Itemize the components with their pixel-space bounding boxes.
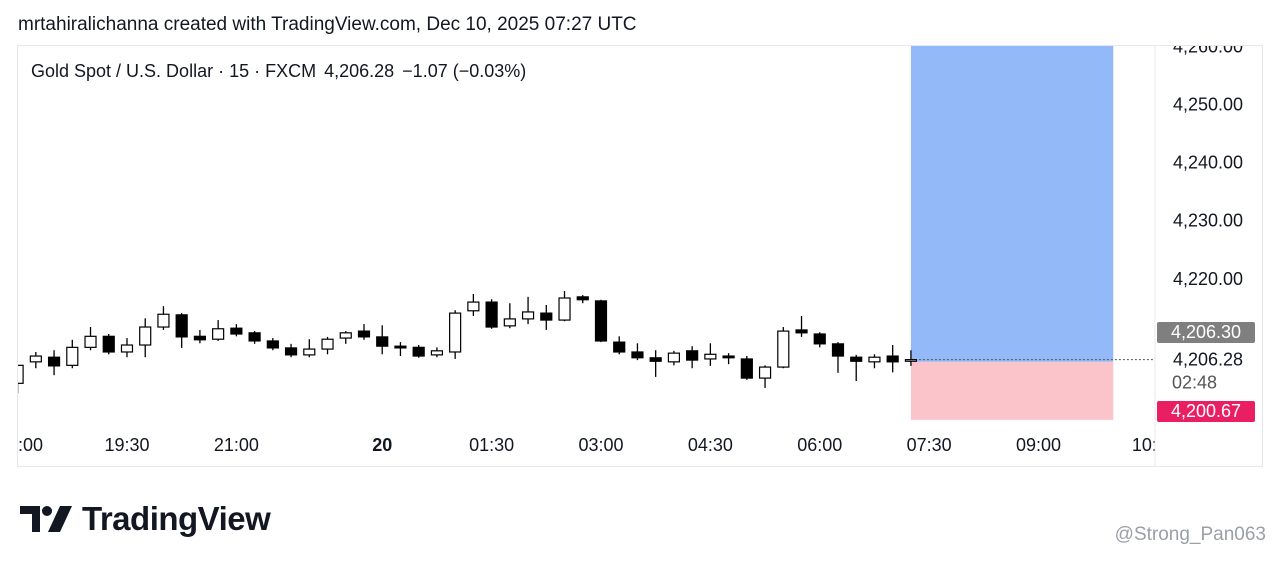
- price-badge: 4,200.67: [1157, 401, 1255, 422]
- candle-body: [339, 332, 352, 339]
- candle-body: [904, 359, 918, 362]
- candle-body: [66, 346, 79, 366]
- candle-body: [120, 344, 134, 353]
- candle-body: [139, 326, 152, 346]
- y-axis: 4,260.00 4,250.00 4,240.00 4,230.00 4,220.00: [1173, 37, 1243, 289]
- candle-body: [503, 318, 516, 327]
- candle-body: [357, 330, 371, 338]
- x-tick-label: 01:30: [469, 435, 514, 455]
- chart-frame: [17, 45, 1263, 467]
- footer-logo: TradingView: [20, 500, 271, 538]
- candle-body: [831, 343, 845, 357]
- candle-body: [47, 356, 61, 367]
- pane: [18, 46, 1155, 420]
- candle-body: [266, 340, 279, 349]
- candle-body: [157, 313, 170, 328]
- candle-body: [795, 329, 808, 334]
- candle-body: [485, 301, 498, 328]
- candle-body: [175, 314, 188, 338]
- candle-body: [29, 355, 42, 363]
- candle-body: [212, 328, 225, 340]
- watermark: @Strong_Pan063: [1114, 524, 1266, 545]
- candle-body: [193, 335, 207, 341]
- candle-body: [722, 355, 735, 359]
- y-tick-label: 4,220.00: [1173, 269, 1243, 289]
- candle-body: [412, 346, 425, 357]
- legend: Gold Spot / U.S. Dollar · 15 · FXCM 4,206…: [31, 61, 534, 82]
- candle-body: [667, 352, 681, 363]
- candle-body: [430, 350, 444, 356]
- candle-body: [521, 311, 535, 320]
- candle-body: [649, 357, 662, 362]
- x-tick-label: 09:00: [1016, 435, 1061, 455]
- countdown: 02:48: [1172, 372, 1217, 392]
- x-tick-label: 21:00: [214, 435, 259, 455]
- candle-body: [576, 296, 589, 301]
- candle-body: [686, 350, 699, 361]
- legend-price: 4,206.28: [324, 61, 395, 81]
- candle-body: [248, 332, 261, 342]
- candle-body: [777, 330, 790, 368]
- candle-body: [758, 366, 772, 379]
- candle-body: [813, 333, 826, 345]
- candle-body: [18, 364, 24, 384]
- symbol: Gold Spot / U.S. Dollar · 15 · FXCM: [31, 61, 317, 81]
- logo-text: TradingView: [82, 500, 271, 537]
- candle-body: [321, 338, 334, 350]
- x-tick-label: 04:30: [688, 435, 733, 455]
- target-zone: [910, 46, 1114, 362]
- price-badge: 4,206.30: [1157, 322, 1255, 343]
- candle-body: [740, 358, 753, 379]
- x-tick-label: 07:30: [907, 435, 952, 455]
- y-tick-label: 4,240.00: [1173, 153, 1243, 173]
- candle-body: [850, 356, 863, 362]
- candle-body: [84, 335, 97, 348]
- candle-body: [613, 341, 626, 353]
- candle-body: [376, 336, 389, 347]
- legend-change: −1.07 (−0.03%): [402, 61, 527, 81]
- x-tick-label: 03:00: [578, 435, 623, 455]
- candle-body: [594, 300, 608, 342]
- candle-body: [704, 353, 717, 360]
- x-tick-label: 10:3: [1132, 435, 1167, 455]
- y-tick-label: 4,230.00: [1173, 211, 1243, 231]
- candle-body: [540, 312, 553, 321]
- x-tick-label: 19:30: [104, 435, 149, 455]
- candle-body: [467, 301, 480, 312]
- last-price-label: 4,206.28: [1173, 349, 1243, 369]
- candle-body: [558, 297, 571, 321]
- y-tick-label: 4,250.00: [1173, 95, 1243, 115]
- candle-body: [631, 351, 644, 359]
- candle-body: [303, 348, 316, 356]
- stop-zone: [910, 361, 1114, 420]
- x-axis: :00 19:30 21:00 20 01:30 03:00 04:30 06:00 07:30…: [18, 435, 1167, 455]
- y-tick-label: 4,260.00: [1173, 37, 1243, 57]
- candle-body: [230, 327, 243, 335]
- x-tick-label: 06:00: [797, 435, 842, 455]
- candle-body: [449, 312, 462, 353]
- candle-body: [394, 345, 407, 349]
- header: mrtahiralichanna created with TradingVie…: [18, 14, 637, 35]
- x-tick-label: :00: [18, 435, 43, 455]
- candle-body: [886, 355, 899, 363]
- logo-icon: [20, 506, 72, 532]
- candle-body: [102, 335, 115, 353]
- x-tick-label: 20: [372, 435, 392, 455]
- candle-body: [284, 347, 298, 356]
- candle-body: [868, 356, 881, 363]
